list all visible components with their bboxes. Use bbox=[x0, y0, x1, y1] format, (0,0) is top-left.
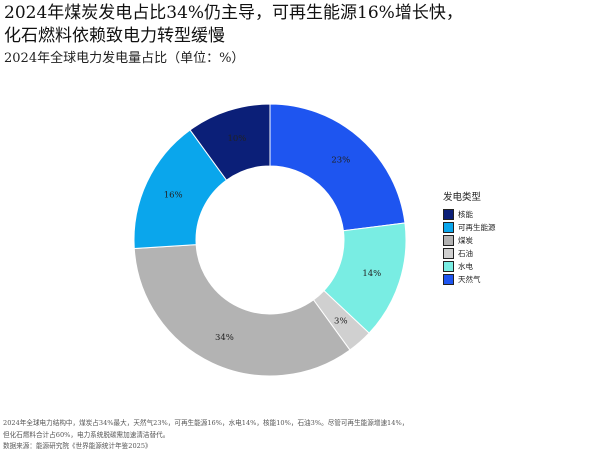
footnote-source: 数据来源：能源研究院《世界能源统计年鉴2025》 bbox=[3, 442, 152, 450]
legend-swatch bbox=[443, 261, 454, 272]
slice-value-label-可再生能源: 16% bbox=[164, 190, 183, 200]
legend-item-石油: 石油 bbox=[443, 247, 553, 260]
donut-slice-天然气 bbox=[269, 103, 406, 232]
chart-title-line-2: 化石燃料依赖致电力转型缓慢 bbox=[4, 26, 225, 46]
legend-swatch bbox=[443, 274, 454, 285]
chart-title-line-1: 2024年煤炭发电占比34%仍主导，可再生能源16%增长快， bbox=[4, 3, 463, 23]
slice-value-label-核能: 10% bbox=[227, 134, 246, 144]
legend-label: 天然气 bbox=[458, 275, 481, 284]
legend-swatch bbox=[443, 248, 454, 259]
legend-swatch bbox=[443, 235, 454, 246]
legend-item-天然气: 天然气 bbox=[443, 273, 553, 286]
legend-label: 煤炭 bbox=[458, 236, 473, 245]
chart-subtitle: 2024年全球电力发电量占比（单位：%） bbox=[4, 51, 245, 66]
footnote-line-2: 但化石燃料合计占60%，电力系统脱碳需加速清洁替代。 bbox=[3, 430, 170, 439]
legend-item-水电: 水电 bbox=[443, 260, 553, 273]
legend-title: 发电类型 bbox=[443, 192, 482, 203]
legend-label: 水电 bbox=[458, 262, 473, 271]
legend-item-可再生能源: 可再生能源 bbox=[443, 221, 553, 234]
donut-slices bbox=[133, 103, 407, 377]
slice-value-label-水电: 14% bbox=[362, 269, 381, 279]
slice-value-label-煤炭: 34% bbox=[215, 333, 234, 343]
legend-swatch bbox=[443, 209, 454, 220]
legend-label: 石油 bbox=[458, 249, 473, 258]
slice-value-label-石油: 3% bbox=[334, 316, 348, 326]
legend-label: 核能 bbox=[458, 210, 473, 219]
chart-footnote: 2024年全球电力结构中，煤炭占34%最大，天然气23%，可再生能源16%，水电… bbox=[3, 418, 597, 453]
slice-value-label-天然气: 23% bbox=[331, 156, 350, 166]
legend-item-煤炭: 煤炭 bbox=[443, 234, 553, 247]
donut-slice-煤炭 bbox=[133, 244, 351, 377]
chart-legend: 发电类型 核能可再生能源煤炭石油水电天然气 bbox=[443, 189, 553, 286]
legend-items: 核能可再生能源煤炭石油水电天然气 bbox=[443, 208, 553, 286]
donut-slice-labels: 23% 14% 3% 34% 16% 10% bbox=[164, 134, 382, 343]
legend-item-核能: 核能 bbox=[443, 208, 553, 221]
donut-slice-核能 bbox=[189, 103, 271, 181]
chart-title: 2024年煤炭发电占比34%仍主导，可再生能源16%增长快， 化石燃料依赖致电力… bbox=[4, 2, 594, 48]
legend-swatch bbox=[443, 222, 454, 233]
footnote-line-1: 2024年全球电力结构中，煤炭占34%最大，天然气23%，可再生能源16%，水电… bbox=[3, 419, 409, 427]
legend-label: 可再生能源 bbox=[458, 223, 496, 232]
